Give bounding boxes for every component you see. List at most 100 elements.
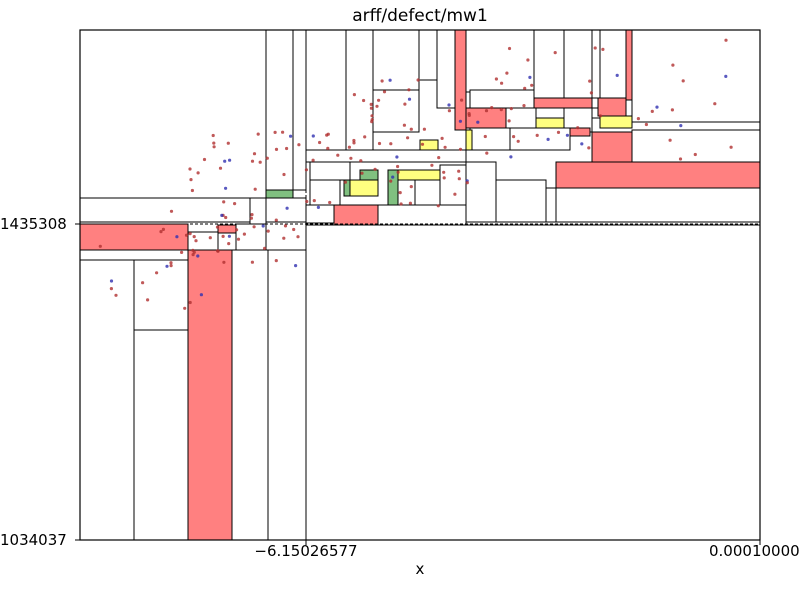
- sample-point-115: [422, 127, 426, 131]
- sample-point-17: [249, 216, 253, 220]
- sample-point-163: [670, 108, 675, 112]
- sample-point-142: [565, 133, 570, 137]
- sample-point-135: [416, 78, 420, 82]
- sample-point-33: [224, 215, 228, 220]
- sample-point-122: [369, 106, 373, 110]
- sample-point-70: [253, 187, 257, 191]
- region-box-41: [509, 127, 571, 151]
- sample-point-48: [389, 179, 393, 183]
- sample-point-176: [589, 91, 594, 95]
- sample-point-192: [146, 298, 150, 302]
- y-tick-label-top: 1435308: [0, 215, 67, 233]
- region-box-46: [305, 204, 335, 224]
- sample-point-52: [311, 158, 315, 162]
- sample-point-133: [523, 86, 527, 90]
- sample-point-67: [336, 153, 340, 157]
- sample-point-141: [403, 102, 407, 106]
- sample-point-165: [507, 119, 511, 123]
- region-box-17: [265, 189, 294, 199]
- region-box-6: [79, 259, 135, 541]
- region-box-19: [305, 29, 347, 151]
- sample-point-173: [668, 138, 672, 142]
- sample-point-128: [460, 98, 464, 102]
- region-box-14: [217, 232, 237, 251]
- sample-point-90: [409, 185, 413, 189]
- sample-point-137: [467, 113, 471, 117]
- sample-point-105: [274, 147, 279, 151]
- sample-point-10: [252, 225, 256, 229]
- sample-point-11: [296, 235, 300, 239]
- sample-point-12: [235, 228, 239, 232]
- sample-point-171: [655, 105, 659, 109]
- sample-point-139: [516, 139, 520, 143]
- region-box-58: [397, 169, 443, 181]
- sample-point-145: [490, 106, 494, 110]
- region-box-7: [133, 259, 189, 331]
- sample-point-155: [588, 79, 592, 83]
- region-box-9: [187, 249, 233, 541]
- x-axis-label: x: [416, 560, 425, 578]
- sample-point-88: [265, 156, 269, 160]
- sample-point-35: [180, 250, 184, 254]
- sample-point-108: [188, 167, 192, 171]
- sample-point-191: [188, 300, 192, 305]
- sample-point-114: [485, 151, 489, 155]
- points-layer: [98, 38, 733, 310]
- sample-point-200: [155, 271, 159, 275]
- sample-point-113: [587, 146, 591, 150]
- sample-point-190: [141, 281, 145, 285]
- sample-point-22: [221, 234, 225, 238]
- sample-point-21: [227, 234, 231, 238]
- sample-point-106: [347, 145, 351, 149]
- sample-point-13: [266, 229, 270, 233]
- sample-point-112: [388, 78, 392, 82]
- sample-point-26: [263, 246, 267, 250]
- region-box-2: [292, 29, 307, 191]
- region-box-16: [249, 197, 267, 225]
- x-tick-label-right: 0.00010000: [709, 542, 800, 560]
- sample-point-36: [250, 260, 254, 264]
- sample-point-86: [212, 145, 216, 149]
- sample-point-124: [375, 104, 379, 108]
- sample-point-188: [636, 117, 641, 121]
- sample-point-181: [507, 46, 512, 51]
- sample-point-84: [436, 204, 440, 208]
- x-tick-label-left: −6.15026577: [254, 542, 357, 560]
- sample-point-79: [250, 159, 255, 163]
- sample-point-0: [227, 242, 231, 246]
- sample-point-34: [283, 224, 288, 228]
- chart-title: arff/defect/mw1: [352, 6, 488, 26]
- sample-point-143: [447, 109, 451, 113]
- sample-point-194: [109, 279, 114, 283]
- sample-point-193: [183, 306, 187, 310]
- region-box-20: [345, 29, 374, 151]
- sample-point-4: [250, 213, 254, 217]
- region-box-56: [359, 169, 379, 181]
- sample-point-16: [242, 232, 246, 236]
- region-box-44: [631, 129, 761, 163]
- sample-point-31: [220, 213, 224, 217]
- region-box-1: [265, 29, 294, 191]
- sample-point-14: [169, 264, 173, 268]
- sample-point-159: [483, 134, 487, 139]
- region-box-40: [469, 127, 511, 151]
- region-box-42: [569, 127, 591, 137]
- sample-point-20: [292, 227, 296, 232]
- sample-point-91: [352, 138, 356, 143]
- sample-point-51: [273, 130, 277, 134]
- sample-point-166: [681, 79, 685, 83]
- sample-point-199: [199, 293, 203, 297]
- sample-point-3: [215, 225, 220, 229]
- sample-point-119: [407, 88, 411, 92]
- region-box-65: [465, 129, 473, 151]
- sample-point-93: [282, 172, 286, 177]
- region-box-38: [535, 117, 565, 129]
- region-box-3: [79, 197, 251, 223]
- region-box-0: [79, 29, 267, 199]
- region-box-13: [217, 224, 237, 234]
- sample-point-167: [528, 75, 532, 79]
- sample-point-202: [114, 293, 118, 297]
- sample-point-41: [325, 133, 329, 137]
- region-box-52: [555, 187, 761, 223]
- sample-point-53: [442, 170, 446, 174]
